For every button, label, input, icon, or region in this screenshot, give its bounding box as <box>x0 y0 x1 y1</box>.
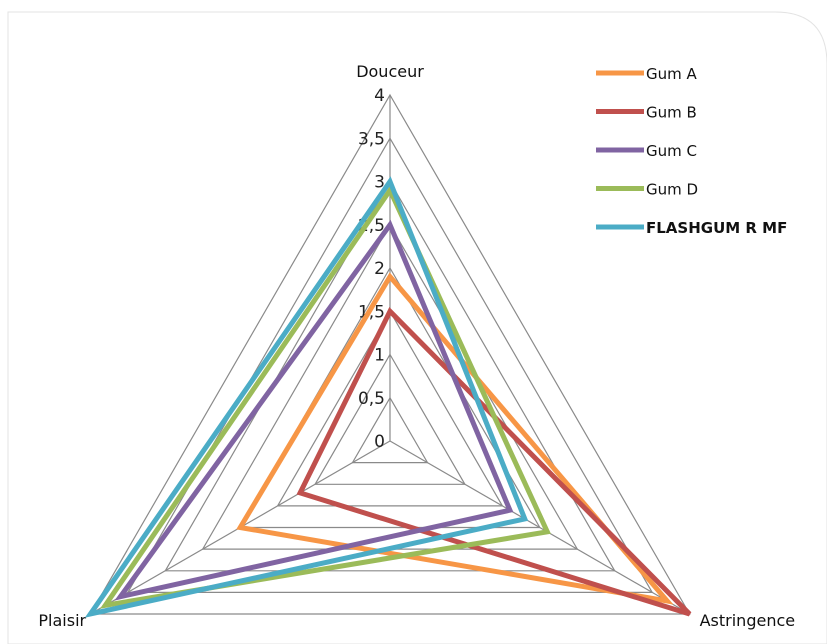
legend-label: Gum B <box>646 104 697 122</box>
grid-ring-2 <box>314 353 466 485</box>
tick-label: 3,5 <box>358 129 385 149</box>
grid-ring-3 <box>276 310 504 507</box>
tick-label: 0 <box>374 432 385 452</box>
axis-label-plaisir: Plaisir <box>38 611 86 630</box>
series-line-flashgum-r-mf <box>84 176 529 618</box>
series-line-gum-c <box>114 219 514 601</box>
tick-label: 3 <box>374 173 385 193</box>
legend-label: Gum A <box>646 65 698 83</box>
series-line-gum-a <box>236 272 674 605</box>
axis-label-astringence: Astringence <box>700 611 796 630</box>
legend-label: Gum D <box>646 181 698 199</box>
legend: Gum A Gum B Gum C Gum D FLASHGUM R MF <box>596 65 787 237</box>
legend-label: FLASHGUM R MF <box>646 219 787 237</box>
grid-ring-1 <box>351 396 429 464</box>
tick-label: 4 <box>374 86 385 106</box>
legend-label: Gum C <box>646 142 697 160</box>
tick-label: 1 <box>374 346 385 366</box>
tick-label: 0,5 <box>358 389 385 409</box>
series-lines <box>84 176 692 618</box>
grid-spoke-1 <box>389 440 690 615</box>
series-line-gum-b <box>296 307 692 617</box>
grid-ring-7 <box>126 137 654 594</box>
axis-label-douceur: Douceur <box>356 62 424 81</box>
series-line-gum-d <box>99 185 551 609</box>
card-background <box>7 11 827 644</box>
axis-labels: Douceur Astringence Plaisir <box>38 62 795 630</box>
grid-ring-8 <box>89 93 691 615</box>
tick-label: 2 <box>374 259 385 279</box>
